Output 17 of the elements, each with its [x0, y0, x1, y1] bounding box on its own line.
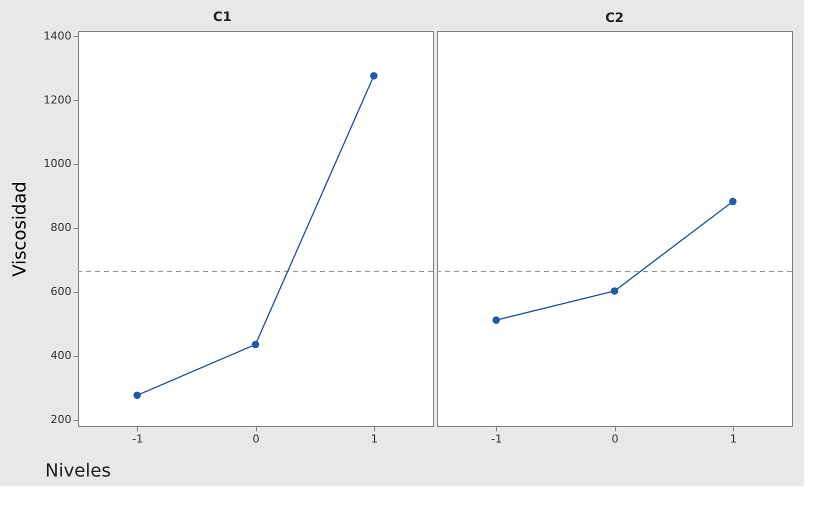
x-tick-label: 0: [612, 432, 618, 446]
x-tick-label: 0: [252, 432, 260, 446]
y-tick-label: 200: [50, 413, 72, 426]
y-tick-label: 600: [50, 285, 72, 298]
y-tick-label: 1400: [44, 29, 72, 42]
chart-title: C1: [213, 10, 232, 25]
y-axis-title: Viscosidad: [10, 181, 31, 277]
y-tick-label: 1000: [44, 157, 72, 170]
y-tick-label: 800: [50, 221, 72, 234]
x-axis-title: Niveles: [45, 460, 111, 482]
y-tick-label: 400: [50, 349, 72, 362]
x-tick-label: 1: [370, 432, 378, 446]
y-tick-label: 1200: [44, 93, 72, 106]
x-tick-label: -1: [491, 432, 502, 446]
chart-title: C2: [605, 11, 624, 26]
x-tick-label: -1: [132, 432, 144, 446]
x-tick-label: 1: [730, 432, 737, 446]
